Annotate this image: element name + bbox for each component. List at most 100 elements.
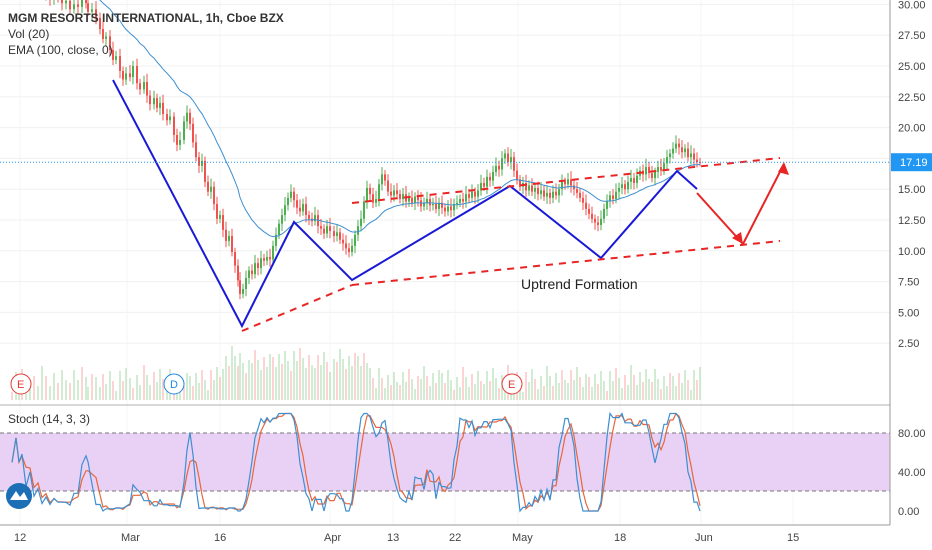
earnings-marker-label: E — [17, 379, 24, 391]
volume-bar — [305, 368, 307, 400]
volume-bar — [381, 378, 383, 400]
candle-body — [633, 178, 635, 184]
volume-bar — [609, 371, 611, 400]
candle-body — [648, 167, 650, 174]
uptrend-annotation: Uptrend Formation — [521, 276, 638, 292]
candle-body — [284, 205, 286, 216]
volume-bar — [453, 390, 455, 400]
candle-body — [308, 215, 310, 219]
volume-bar — [627, 385, 629, 400]
volume-bar — [129, 378, 131, 400]
volume-bars — [11, 346, 701, 400]
candle-body — [122, 70, 124, 80]
volume-bar — [666, 386, 668, 400]
volume-bar — [189, 376, 191, 400]
dividend-marker-label: D — [170, 379, 178, 391]
candle-body — [645, 167, 647, 175]
candle-body — [336, 232, 338, 237]
earnings-marker[interactable]: E — [10, 373, 32, 395]
volume-bar — [555, 373, 557, 400]
candle-body — [237, 265, 239, 281]
volume-bar — [333, 359, 335, 400]
volume-bar — [522, 392, 524, 400]
time-tick-label: 22 — [449, 532, 461, 544]
candle-body — [162, 102, 164, 115]
time-axis[interactable]: 12 Mar 16 Apr 13 22 May 18 Jun 15 — [14, 532, 799, 544]
candle-body — [363, 201, 365, 219]
volume-bar — [204, 380, 206, 400]
dividend-marker[interactable]: D — [163, 373, 185, 395]
volume-bar — [669, 373, 671, 400]
volume-bar — [260, 370, 262, 400]
price-tag-value: 17.19 — [900, 157, 928, 169]
volume-bar — [597, 384, 599, 400]
support-trendline[interactable] — [241, 284, 353, 332]
price-tick-label: 2.50 — [898, 338, 919, 350]
volume-bar — [378, 368, 380, 400]
candle-body — [492, 171, 494, 181]
volume-bar — [501, 375, 503, 400]
candle-body — [693, 153, 695, 160]
candle-body — [606, 201, 608, 209]
candle-body — [228, 236, 230, 241]
volume-bar — [576, 367, 578, 400]
candle-body — [501, 158, 503, 170]
candle-body — [65, 0, 67, 4]
candle-body — [210, 186, 212, 192]
candle-body — [369, 187, 371, 195]
candle-body — [453, 203, 455, 211]
volume-bar — [642, 382, 644, 400]
stoch-axis[interactable]: 80.00 40.00 0.00 — [898, 428, 926, 518]
volume-bar — [302, 358, 304, 400]
candle-body — [477, 190, 479, 197]
candle-body — [534, 187, 536, 192]
candle-body — [216, 203, 218, 219]
volume-bar — [675, 386, 677, 400]
candle-body — [636, 175, 638, 184]
tradingview-logo[interactable] — [6, 483, 32, 509]
candle-body — [555, 191, 557, 196]
candle-body — [384, 174, 386, 181]
volume-bar — [122, 381, 124, 400]
volume-bar — [552, 386, 554, 400]
candle-body — [109, 36, 111, 50]
support-trendline[interactable] — [351, 240, 781, 286]
volume-bar — [477, 371, 479, 400]
candle-body — [507, 153, 509, 163]
candle-body — [627, 181, 629, 190]
volume-bar — [606, 391, 608, 400]
volume-bar — [402, 372, 404, 400]
candle-body — [266, 256, 268, 261]
volume-bar — [390, 385, 392, 400]
candle-body — [173, 116, 175, 135]
candle-body — [672, 148, 674, 154]
candle-body — [663, 163, 665, 171]
volume-bar — [132, 388, 134, 400]
volume-bar — [269, 354, 271, 400]
volume-bar — [462, 367, 464, 400]
candle-body — [239, 280, 241, 294]
volume-bar — [186, 373, 188, 400]
candle-body — [77, 4, 79, 7]
volume-bar — [639, 372, 641, 400]
volume-bar — [447, 370, 449, 400]
candle-body — [132, 66, 134, 78]
volume-bar — [525, 372, 527, 400]
resistance-trendline[interactable] — [351, 157, 781, 204]
candle-body — [600, 218, 602, 225]
candle-body — [471, 191, 473, 198]
candle-body — [603, 208, 605, 219]
volume-bar — [672, 376, 674, 400]
pattern-zigzag[interactable] — [112, 79, 698, 329]
volume-bar — [423, 366, 425, 400]
volume-bar — [231, 346, 233, 400]
candle-body — [411, 197, 413, 203]
volume-bar — [213, 380, 215, 400]
volume-bar — [85, 377, 87, 400]
earnings-marker[interactable]: E — [501, 373, 523, 395]
volume-bar — [195, 373, 197, 400]
volume-bar — [435, 383, 437, 400]
volume-bar — [342, 359, 344, 400]
